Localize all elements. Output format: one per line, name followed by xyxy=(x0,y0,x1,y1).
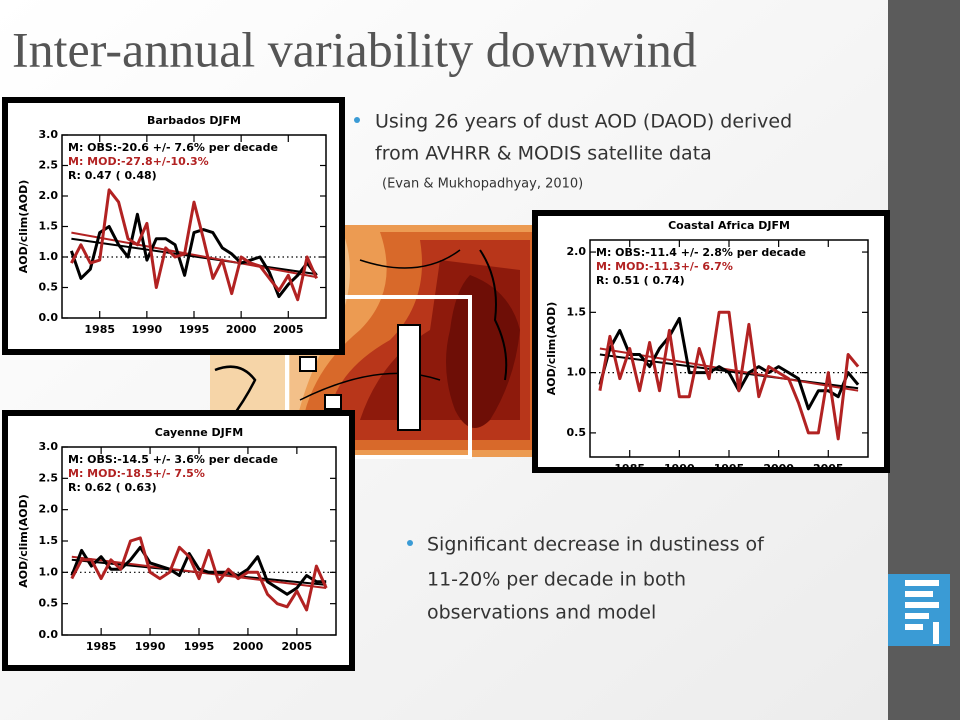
chart: Cayenne DJFM 0.0 0.5 1.0 1.5 2.0 2.5 3.0 1985 199… xyxy=(2,410,355,671)
series-line xyxy=(598,316,860,411)
x-tick-label: 2005 xyxy=(282,640,313,653)
annotation: M: MOD:-11.3+/- 6.7% xyxy=(596,260,733,273)
y-axis-label: AOD/clim(AOD) xyxy=(17,180,30,274)
x-tick-label: 2000 xyxy=(763,462,794,475)
y-tick-label: 2.0 xyxy=(39,503,59,516)
x-tick-label: 1985 xyxy=(614,462,645,475)
citation: (Evan & Mukhopadhyay, 2010) xyxy=(382,177,583,192)
y-tick-label: 0.5 xyxy=(567,426,587,439)
y-axis-label: AOD/clim(AOD) xyxy=(17,494,30,588)
annotation: M: OBS:-20.6 +/- 7.6% per decade xyxy=(68,141,278,154)
y-axis-label: AOD/clim(AOD) xyxy=(545,302,558,396)
bullet-text: 11-20% per decade in both xyxy=(427,569,686,591)
annotation: R: 0.51 ( 0.74) xyxy=(596,274,685,287)
bullet-text: Significant decrease in dustiness of xyxy=(427,534,765,556)
y-tick-label: 1.0 xyxy=(39,565,59,578)
chart-title: Cayenne DJFM xyxy=(155,426,243,439)
series-line xyxy=(70,545,327,596)
x-tick-label: 1990 xyxy=(132,323,163,336)
chart-title: Coastal Africa DJFM xyxy=(668,219,790,232)
annotation: R: 0.62 ( 0.63) xyxy=(68,481,157,494)
map xyxy=(210,225,536,459)
bullet-1: Using 26 years of dust AOD (DAOD) derive… xyxy=(354,111,792,192)
series-line xyxy=(70,536,328,612)
y-tick-label: 2.0 xyxy=(567,245,587,258)
logo xyxy=(888,574,950,646)
y-tick-label: 1.5 xyxy=(39,220,59,233)
series-line xyxy=(70,188,318,302)
bullet-text: observations and model xyxy=(427,602,656,624)
bullet-text: Using 26 years of dust AOD (DAOD) derive… xyxy=(375,111,792,133)
y-tick-label: 0.0 xyxy=(39,311,59,324)
y-tick-label: 3.0 xyxy=(39,128,59,141)
y-tick-label: 2.5 xyxy=(39,471,59,484)
chart-title: Barbados DJFM xyxy=(147,114,241,127)
y-tick-label: 1.5 xyxy=(39,534,59,547)
x-tick-label: 2005 xyxy=(813,462,844,475)
y-tick-label: 0.5 xyxy=(39,597,59,610)
y-tick-label: 0.5 xyxy=(39,281,59,294)
y-tick-label: 2.5 xyxy=(39,159,59,172)
series-line xyxy=(598,310,860,441)
trend-line xyxy=(71,231,317,279)
annotation: M: MOD:-18.5+/- 7.5% xyxy=(68,467,205,480)
x-tick-label: 2005 xyxy=(273,323,304,336)
y-tick-label: 0.0 xyxy=(39,628,59,641)
y-tick-label: 1.0 xyxy=(39,250,59,263)
y-tick-label: 3.0 xyxy=(39,440,59,453)
bullet-2: Significant decrease in dustiness of 11-… xyxy=(407,534,765,624)
bullet-text: from AVHRR & MODIS satellite data xyxy=(375,143,712,165)
y-tick-label: 1.5 xyxy=(567,305,587,318)
annotation: M: MOD:-27.8+/-10.3% xyxy=(68,155,209,168)
y-tick-label: 1.0 xyxy=(567,366,587,379)
annotation: R: 0.47 ( 0.48) xyxy=(68,169,157,182)
x-tick-label: 1990 xyxy=(135,640,166,653)
x-tick-label: 2000 xyxy=(226,323,257,336)
x-tick-label: 1995 xyxy=(714,462,745,475)
chart: Coastal Africa DJFM 0.5 1.0 1.5 2.0 1985 1990 1… xyxy=(532,210,890,475)
annotation: M: OBS:-14.5 +/- 3.6% per decade xyxy=(68,453,278,466)
x-tick-label: 1995 xyxy=(184,640,215,653)
y-tick-label: 2.0 xyxy=(39,189,59,202)
trend-line xyxy=(71,237,317,276)
trend-line xyxy=(599,347,859,392)
slide-title: Inter-annual variability downwind xyxy=(12,21,697,77)
x-tick-label: 1995 xyxy=(179,323,210,336)
x-tick-label: 1985 xyxy=(84,323,115,336)
chart: Barbados DJFM 0.0 0.5 1.0 1.5 2.0 2.5 3.0 1985 19… xyxy=(2,97,345,355)
x-tick-label: 1985 xyxy=(86,640,117,653)
annotation: M: OBS:-11.4 +/- 2.8% per decade xyxy=(596,246,806,259)
x-tick-label: 2000 xyxy=(233,640,264,653)
x-tick-label: 1990 xyxy=(664,462,695,475)
